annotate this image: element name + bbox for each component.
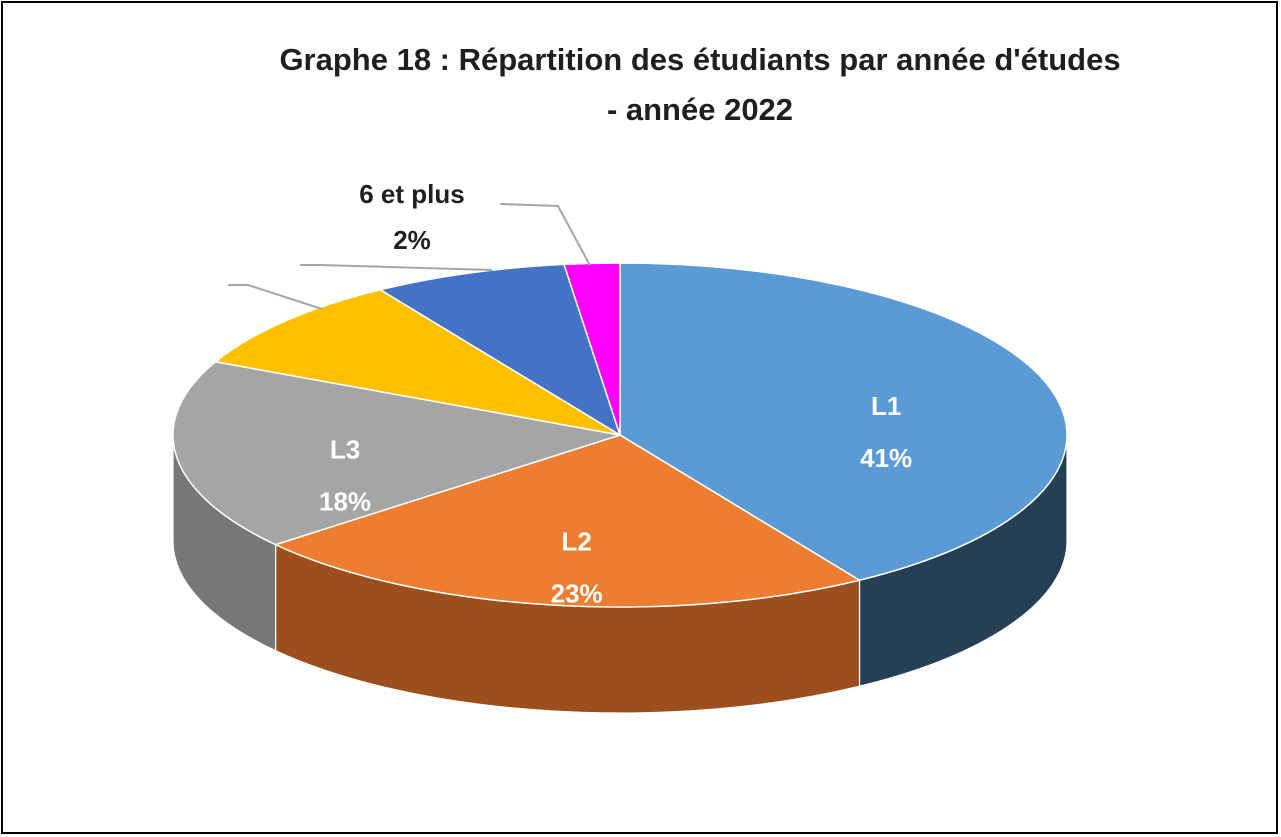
slice-label: L2 bbox=[561, 526, 591, 556]
slice-percent: 23% bbox=[551, 578, 603, 608]
slice-percent: 41% bbox=[860, 443, 912, 473]
pie-slice-unlabeled-3 bbox=[214, 289, 621, 436]
leader-line bbox=[300, 264, 493, 271]
leader-line bbox=[228, 284, 323, 310]
pie-slice-l1 bbox=[619, 262, 1068, 581]
slice-label: L1 bbox=[871, 391, 901, 421]
pie-tops bbox=[172, 262, 1068, 608]
slice-label: L3 bbox=[330, 434, 360, 464]
pie-slice-l2 bbox=[274, 434, 861, 608]
pie-slice-6-et-plus bbox=[563, 262, 621, 436]
chart-title: Graphe 18 : Répartition des étudiants pa… bbox=[279, 42, 1120, 77]
chart-subtitle: - année 2022 bbox=[607, 92, 793, 127]
slice-percent: 2% bbox=[393, 225, 431, 255]
pie-leader-lines bbox=[228, 203, 591, 310]
slice-label: 6 et plus bbox=[359, 179, 464, 209]
pie-labels: L1 41% L2 23% L3 18% 6 et plus 2% bbox=[319, 179, 912, 608]
leader-line bbox=[499, 203, 591, 266]
slice-percent: 18% bbox=[319, 486, 371, 516]
pie-slice-l3 bbox=[172, 361, 621, 546]
pie-slice-unlabeled-4 bbox=[379, 263, 621, 436]
